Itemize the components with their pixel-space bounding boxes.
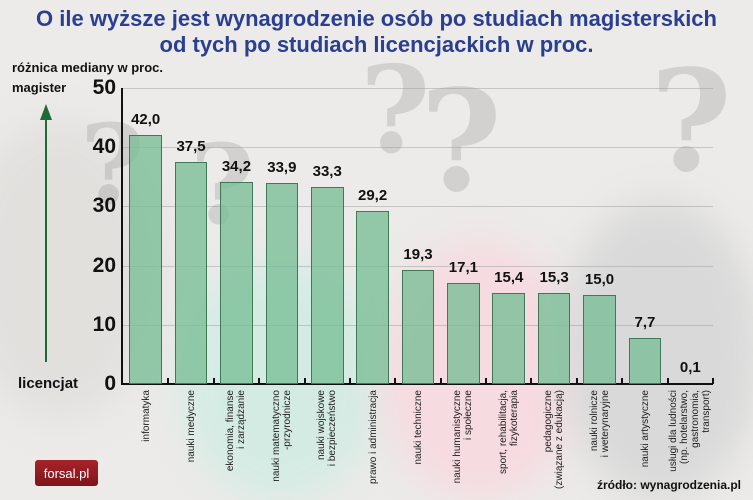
bar-1[interactable]	[129, 135, 163, 384]
bar-11[interactable]	[583, 295, 616, 384]
value-label: 34,2	[221, 157, 252, 175]
y-tick-label: 40	[92, 135, 116, 159]
y-tick-label: 20	[92, 253, 116, 277]
value-label: 33,9	[267, 159, 297, 177]
category-label-line: (np. hotelarstwo,	[679, 390, 691, 464]
x-tick	[167, 378, 170, 384]
bar-4[interactable]	[265, 183, 299, 384]
category-label-line: gastronomia,	[690, 390, 702, 448]
bar-7[interactable]	[401, 269, 435, 384]
category-label: nauki matematyczno -przyrodnicze	[260, 390, 304, 500]
x-tick	[666, 378, 669, 384]
category-label: pedagogiczne (związane z edukacją)	[532, 390, 576, 500]
bar-5[interactable]	[310, 186, 344, 384]
x-tick	[621, 378, 624, 384]
title-line-2: od tych po studiach licencjackich w proc…	[159, 32, 594, 57]
category-label-line: nauki wojskowe	[316, 390, 328, 461]
arrow-shaft	[45, 118, 47, 362]
bar-2[interactable]	[174, 162, 208, 384]
category-label: nauki rolnicze i weterynaryjne	[578, 390, 622, 500]
x-tick	[439, 378, 442, 384]
value-label: 17,1	[448, 258, 478, 276]
x-axis	[121, 383, 713, 385]
value-label: 15,3	[539, 269, 569, 287]
bar-6[interactable]	[356, 211, 389, 384]
x-tick	[394, 378, 397, 384]
value-label: 0,1	[679, 359, 701, 377]
value-label: 7,7	[634, 314, 656, 332]
category-label: nauki humanistyczne i społeczne	[441, 390, 485, 500]
x-tick	[212, 378, 215, 384]
value-label: 19,3	[403, 245, 433, 263]
category-label: sport, rehabilitacja, fizykoterapia	[487, 390, 531, 500]
category-label-line: ekonomia, finanse	[225, 390, 237, 472]
category-label-line: nauki matematyczno	[270, 390, 282, 482]
bar-9[interactable]	[492, 292, 526, 384]
category-label-line: nauki techniczne	[412, 390, 424, 465]
category-label-line: -przyrodnicze	[281, 390, 293, 451]
bar-12[interactable]	[628, 338, 662, 384]
category-label-line: sport, rehabilitacja,	[497, 390, 509, 474]
y-axis-label: różnica mediany w proc.	[12, 60, 163, 75]
gridline	[123, 206, 713, 208]
x-tick	[258, 378, 261, 384]
x-tick	[485, 378, 488, 384]
category-label-line: nauki artystyczne	[639, 390, 651, 468]
x-tick	[348, 378, 351, 384]
category-label-line: usługi dla ludności	[668, 390, 680, 472]
category-label-line: transport)	[701, 390, 713, 433]
category-label: ekonomia, finanse i zarządzanie	[214, 390, 258, 500]
value-label: 15,4	[494, 268, 524, 286]
x-tick	[530, 378, 533, 384]
category-label-line: i społeczne	[463, 390, 475, 441]
y-tick-label: 30	[92, 194, 116, 218]
gridline	[123, 147, 713, 149]
x-tick	[303, 378, 306, 384]
category-label-line: i weterynaryjne	[599, 390, 611, 458]
arrow-up-icon	[40, 104, 52, 120]
arrow-top-label: magister	[12, 80, 67, 95]
value-label: 15,0	[584, 271, 615, 289]
category-label: nauki artystyczne	[623, 390, 667, 500]
gridline	[123, 265, 713, 267]
category-label-line: i zarządzanie	[236, 390, 248, 449]
category-label-line: i bezpieczeństwo	[327, 390, 339, 467]
source-note: źródło: wynagrodzenia.pl	[597, 478, 742, 492]
title-line-1: O ile wyższe jest wynagrodzenie osób po …	[36, 6, 717, 31]
y-tick-label: 50	[92, 76, 116, 99]
category-label-line: pedagogiczne	[543, 390, 555, 453]
category-label: usługi dla ludności (np. hotelarstwo, gast…	[668, 390, 712, 500]
bar-8[interactable]	[447, 282, 480, 384]
category-label: informatyka	[124, 390, 168, 500]
category-label-line: (związane z edukacją)	[554, 390, 566, 489]
gridline	[123, 88, 713, 89]
bar-10[interactable]	[537, 293, 571, 384]
category-label-line: prawo i administracja	[367, 390, 379, 484]
category-label-line: fizykoterapia	[508, 390, 520, 447]
category-label-line: nauki medyczne	[185, 390, 197, 463]
x-tick	[575, 378, 578, 384]
value-label: 37,5	[176, 138, 206, 155]
value-label: 42,0	[131, 111, 161, 129]
y-axis	[121, 88, 123, 385]
x-tick	[712, 378, 714, 384]
value-label: 33,3	[312, 162, 342, 180]
category-label-line: informatyka	[140, 390, 152, 442]
category-label: nauki medyczne	[169, 390, 213, 500]
y-tick-label: 10	[92, 312, 116, 336]
bar-3[interactable]	[220, 181, 253, 384]
forsal-logo: forsal.pl	[35, 460, 98, 486]
value-label: 29,2	[358, 187, 388, 205]
arrow-bottom-label: licencjat	[18, 375, 79, 392]
y-tick-label: 0	[104, 372, 116, 395]
category-label: nauki techniczne	[396, 390, 440, 500]
category-label: nauki wojskowe i bezpieczeństwo	[305, 390, 349, 500]
category-label-line: nauki rolnicze	[588, 390, 600, 452]
chart-title: O ile wyższe jest wynagrodzenie osób po …	[0, 6, 753, 58]
category-label-line: nauki humanistyczne	[452, 390, 464, 484]
category-label: prawo i administracja	[351, 390, 395, 500]
